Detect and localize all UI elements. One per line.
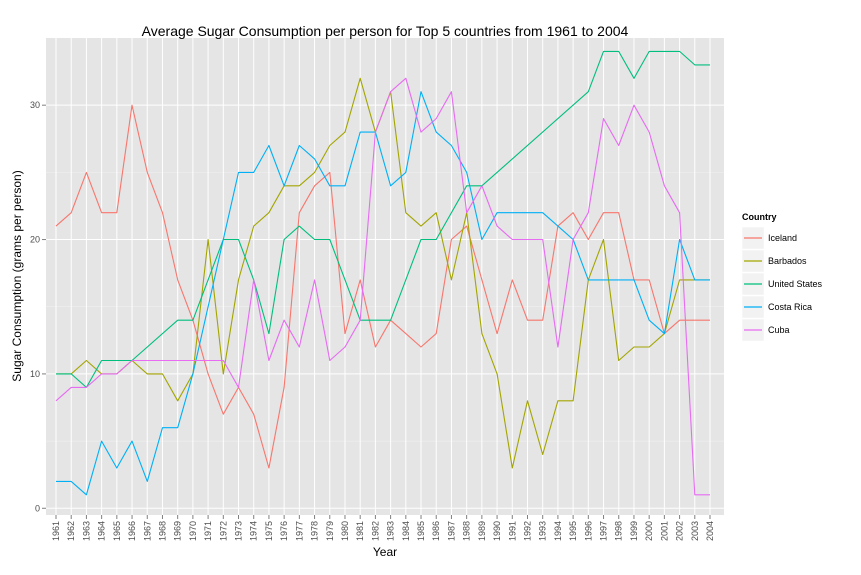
x-tick-label: 1985: [416, 521, 426, 541]
x-axis: 1961 1962 1963 1964 1965 1966 1967 1968 1969 1970…: [51, 515, 715, 541]
series-lines: [55, 50, 710, 496]
series-line-united-states: [56, 50, 710, 388]
legend: Country Iceland Barbados United States Cost…: [741, 212, 823, 342]
x-tick-label: 1979: [325, 521, 335, 541]
x-tick-label: 1994: [553, 521, 563, 541]
chart-title: Average Sugar Consumption per person for…: [142, 23, 629, 39]
x-tick-label: 1990: [492, 521, 502, 541]
x-tick-label: 1972: [218, 521, 228, 541]
x-tick-label: 1966: [127, 521, 137, 541]
x-tick-label: 1965: [112, 521, 122, 541]
x-tick-label: 1961: [51, 521, 61, 541]
x-tick-label: 1984: [401, 521, 411, 541]
series-line-costa-rica: [56, 91, 710, 496]
x-tick-label: 1995: [568, 521, 578, 541]
x-tick-label: 1981: [355, 521, 365, 541]
x-tick-label: 1992: [522, 521, 532, 541]
x-tick-label: 1983: [386, 521, 396, 541]
plot-background: [46, 38, 724, 515]
x-tick-label: 1969: [173, 521, 183, 541]
x-tick-label: 1970: [188, 521, 198, 541]
y-tick-label: 0: [35, 503, 40, 513]
legend-label-cuba: Cuba: [768, 325, 790, 335]
y-axis-title: Sugar Consumption (grams per person): [10, 170, 24, 381]
x-tick-label: 1996: [583, 521, 593, 541]
x-tick-label: 2001: [659, 521, 669, 541]
series-line-cuba: [55, 77, 710, 496]
y-tick-label: 10: [30, 369, 40, 379]
x-tick-label: 1964: [97, 521, 107, 541]
x-tick-label: 2003: [690, 521, 700, 541]
x-tick-label: 1975: [264, 521, 274, 541]
legend-label-barbados: Barbados: [768, 256, 807, 266]
x-tick-label: 1963: [81, 521, 91, 541]
x-tick-label: 1976: [279, 521, 289, 541]
legend-title: Country: [742, 212, 777, 222]
x-tick-label: 1974: [249, 521, 259, 541]
x-tick-label: 1993: [538, 521, 548, 541]
legend-label-costa-rica: Costa Rica: [768, 302, 812, 312]
x-tick-label: 1962: [66, 521, 76, 541]
x-tick-label: 2000: [644, 521, 654, 541]
x-tick-label: 1998: [614, 521, 624, 541]
x-tick-label: 1978: [310, 521, 320, 541]
x-tick-label: 1989: [477, 521, 487, 541]
x-tick-label: 1988: [462, 521, 472, 541]
x-axis-title: Year: [373, 545, 397, 559]
x-tick-label: 1980: [340, 521, 350, 541]
y-tick-label: 30: [30, 100, 40, 110]
x-tick-label: 1997: [599, 521, 609, 541]
x-tick-label: 1977: [294, 521, 304, 541]
y-axis: 0 10 20 30: [30, 100, 46, 513]
x-tick-label: 1971: [203, 521, 213, 541]
x-tick-label: 1982: [370, 521, 380, 541]
x-tick-label: 1967: [142, 521, 152, 541]
x-tick-label: 1986: [431, 521, 441, 541]
x-tick-label: 2004: [705, 521, 715, 541]
y-tick-label: 20: [30, 235, 40, 245]
legend-label-iceland: Iceland: [768, 233, 797, 243]
x-tick-label: 1968: [157, 521, 167, 541]
grid: [46, 38, 724, 515]
x-tick-label: 1987: [446, 521, 456, 541]
series-line-iceland: [55, 104, 710, 469]
x-tick-label: 2002: [675, 521, 685, 541]
x-tick-label: 1999: [629, 521, 639, 541]
x-tick-label: 1973: [234, 521, 244, 541]
legend-label-united-states: United States: [768, 279, 823, 289]
x-tick-label: 1991: [507, 521, 517, 541]
